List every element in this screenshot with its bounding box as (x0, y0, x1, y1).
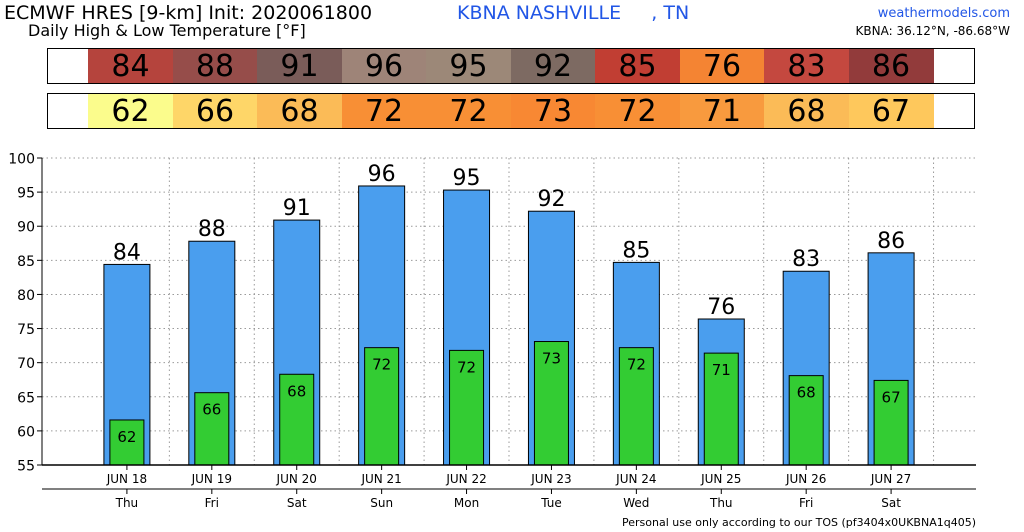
x-tick-label: JUN 23 (530, 472, 571, 486)
high-temp-cell: 76 (679, 49, 765, 84)
station-coords: KBNA: 36.12°N, -86.68°W (855, 24, 1010, 38)
x-tick-label: JUN 24 (615, 472, 656, 486)
low-temp-label: 62 (117, 428, 136, 446)
y-tick-label: 85 (17, 254, 35, 270)
weekday-label: Wed (623, 496, 649, 510)
high-temp-label: 76 (707, 295, 735, 320)
y-tick-label: 90 (17, 220, 35, 236)
y-tick-label: 95 (17, 186, 35, 202)
y-tick-label: 75 (17, 322, 35, 338)
high-temp-label: 91 (283, 196, 311, 221)
high-temp-cell: 91 (257, 49, 342, 84)
weekday-label: Sat (881, 496, 901, 510)
high-temp-cell: 85 (595, 49, 680, 84)
chart-subtitle: Daily High & Low Temperature [°F] (28, 21, 306, 40)
low-temp-cell: 66 (172, 94, 258, 129)
tos-footer: Personal use only according to our TOS (… (622, 516, 976, 529)
weekday-label: Fri (205, 496, 219, 510)
site-link[interactable]: weathermodels.com (877, 6, 1010, 21)
low-temp-label: 68 (797, 384, 816, 402)
weekday-label: Thu (115, 496, 139, 510)
x-tick-label: JUN 25 (700, 472, 741, 486)
low-temp-cell: 72 (341, 94, 427, 129)
y-tick-label: 80 (17, 288, 35, 304)
high-temp-label: 85 (622, 238, 650, 263)
weekday-label: Thu (709, 496, 733, 510)
x-tick-label: JUN 26 (785, 472, 826, 486)
low-temp-label: 68 (287, 382, 306, 400)
weekday-label: Sun (370, 496, 393, 510)
high-temp-cell: 95 (426, 49, 511, 84)
low-temp-label: 67 (882, 388, 901, 406)
low-temp-cell: 72 (426, 94, 511, 129)
high-temp-label: 84 (113, 240, 141, 265)
weekday-label: Mon (454, 496, 479, 510)
high-temp-cell: 96 (341, 49, 427, 84)
y-tick-label: 100 (8, 152, 35, 168)
high-temp-cell: 86 (848, 49, 934, 84)
weekday-label: Tue (540, 496, 562, 510)
high-temp-label: 88 (198, 217, 226, 242)
high-temp-label: 95 (453, 166, 481, 191)
low-temp-bar (703, 352, 739, 466)
low-temp-bar (279, 373, 315, 466)
station-name: KBNA NASHVILLE , TN (457, 2, 690, 24)
model-init-title: ECMWF HRES [9-km] Init: 2020061800 (4, 2, 373, 24)
y-tick-label: 60 (17, 424, 35, 440)
high-temp-label: 92 (537, 187, 565, 212)
high-temp-strip: 84 88 91 96 95 92 85 76 83 86 (47, 48, 975, 84)
high-temp-label: 83 (792, 247, 820, 272)
low-temp-cell: 72 (595, 94, 680, 129)
temperature-bar-chart: 55 60 65 70 75 80 85 90 95 100 84 62 88 66 91 68 96 72 95 7… (8, 152, 976, 510)
low-temp-label: 72 (372, 356, 391, 374)
low-temp-cell: 73 (510, 94, 596, 129)
low-temp-label: 72 (627, 356, 646, 374)
high-temp-label: 96 (368, 162, 396, 187)
x-tick-label: JUN 22 (445, 472, 486, 486)
low-temp-label: 73 (542, 350, 561, 368)
x-tick-label: JUN 27 (870, 472, 911, 486)
high-temp-cell: 84 (88, 49, 173, 84)
high-temp-label: 86 (877, 229, 905, 254)
low-temp-cell: 68 (764, 94, 849, 129)
y-tick-label: 65 (17, 390, 35, 406)
x-tick-label: JUN 19 (191, 472, 232, 486)
weekday-label: Fri (799, 496, 813, 510)
x-tick-label: JUN 18 (106, 472, 147, 486)
low-temp-bar (788, 375, 824, 466)
high-temp-cell: 88 (172, 49, 258, 84)
y-tick-label: 55 (17, 459, 35, 475)
low-temp-label: 66 (202, 401, 221, 419)
low-temp-cell: 71 (679, 94, 765, 129)
high-temp-cell: 83 (764, 49, 849, 84)
high-temp-cell: 92 (510, 49, 596, 84)
x-tick-label: JUN 20 (276, 472, 317, 486)
low-temp-strip: 62 66 68 72 72 73 72 71 68 67 (47, 93, 975, 129)
weekday-label: Sat (287, 496, 307, 510)
low-temp-bar (533, 341, 569, 466)
low-temp-bar (618, 347, 654, 466)
low-temp-label: 72 (457, 358, 476, 376)
low-temp-cell: 68 (257, 94, 342, 129)
low-temp-label: 71 (712, 361, 731, 379)
y-tick-label: 70 (17, 356, 35, 372)
x-tick-label: JUN 21 (360, 472, 401, 486)
low-temp-cell: 62 (88, 94, 173, 129)
low-temp-cell: 67 (848, 94, 934, 129)
